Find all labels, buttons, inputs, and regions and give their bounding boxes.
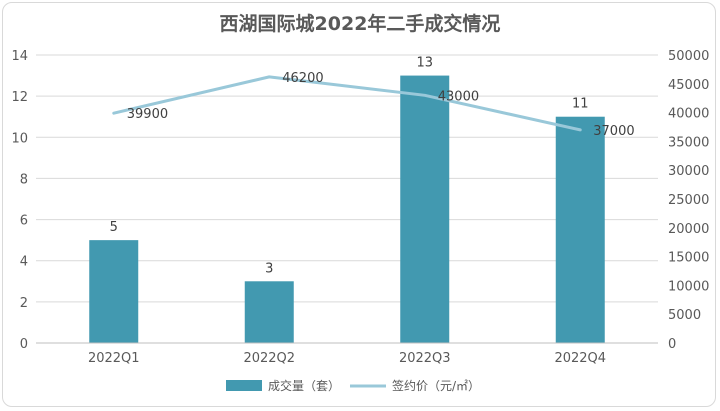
category-label: 2022Q3 [399, 351, 451, 366]
right-tick-label: 25000 [668, 193, 709, 208]
left-tick-label: 14 [11, 49, 28, 64]
right-tick-label: 5000 [668, 308, 701, 323]
left-tick-label: 12 [11, 90, 28, 105]
line-data-label: 46200 [282, 71, 323, 86]
category-label: 2022Q4 [554, 351, 606, 366]
right-tick-label: 0 [668, 337, 676, 352]
right-axis: 0 5000 10000 15000 20000 25000 30000 35000 40000… [668, 49, 709, 352]
right-tick-label: 30000 [668, 164, 709, 179]
legend-label-bar: 成交量（套） [268, 378, 340, 393]
category-label: 2022Q1 [88, 351, 140, 366]
legend: 成交量（套） 签约价（元/㎡） [226, 378, 480, 393]
left-tick-label: 0 [20, 337, 28, 352]
data-labels: 5 3 13 11 39900 46200 43000 37000 [110, 56, 635, 277]
x-axis: 2022Q1 2022Q2 2022Q3 2022Q4 [36, 342, 658, 366]
right-tick-label: 35000 [668, 135, 709, 150]
bar [244, 281, 294, 343]
legend-label-line: 签约价（元/㎡） [392, 378, 480, 393]
left-tick-label: 10 [11, 131, 28, 146]
right-tick-label: 50000 [668, 49, 709, 64]
left-axis: 0 2 4 6 8 10 12 14 [11, 49, 28, 352]
left-tick-label: 4 [20, 255, 28, 270]
bar-series [89, 75, 605, 344]
line-data-label: 43000 [438, 89, 479, 104]
chart-title: 西湖国际城2022年二手成交情况 [220, 12, 501, 35]
bar-data-label: 5 [110, 220, 118, 235]
left-tick-label: 8 [20, 172, 28, 187]
left-tick-label: 2 [20, 296, 28, 311]
right-tick-label: 40000 [668, 107, 709, 122]
category-label: 2022Q2 [243, 351, 295, 366]
bar-data-label: 11 [572, 97, 589, 112]
bar [555, 116, 605, 343]
right-tick-label: 15000 [668, 251, 709, 266]
legend-swatch-bar [226, 380, 262, 391]
left-tick-label: 6 [20, 214, 28, 229]
right-tick-label: 10000 [668, 279, 709, 294]
bar [89, 240, 139, 343]
line-path [112, 75, 582, 132]
bar-data-label: 13 [416, 56, 433, 71]
right-tick-label: 20000 [668, 222, 709, 237]
bar [400, 75, 450, 344]
line-data-label: 39900 [127, 107, 168, 122]
bar-data-label: 3 [265, 261, 273, 276]
line-series [112, 75, 582, 132]
right-tick-label: 45000 [668, 78, 709, 93]
line-data-label: 37000 [593, 124, 634, 139]
